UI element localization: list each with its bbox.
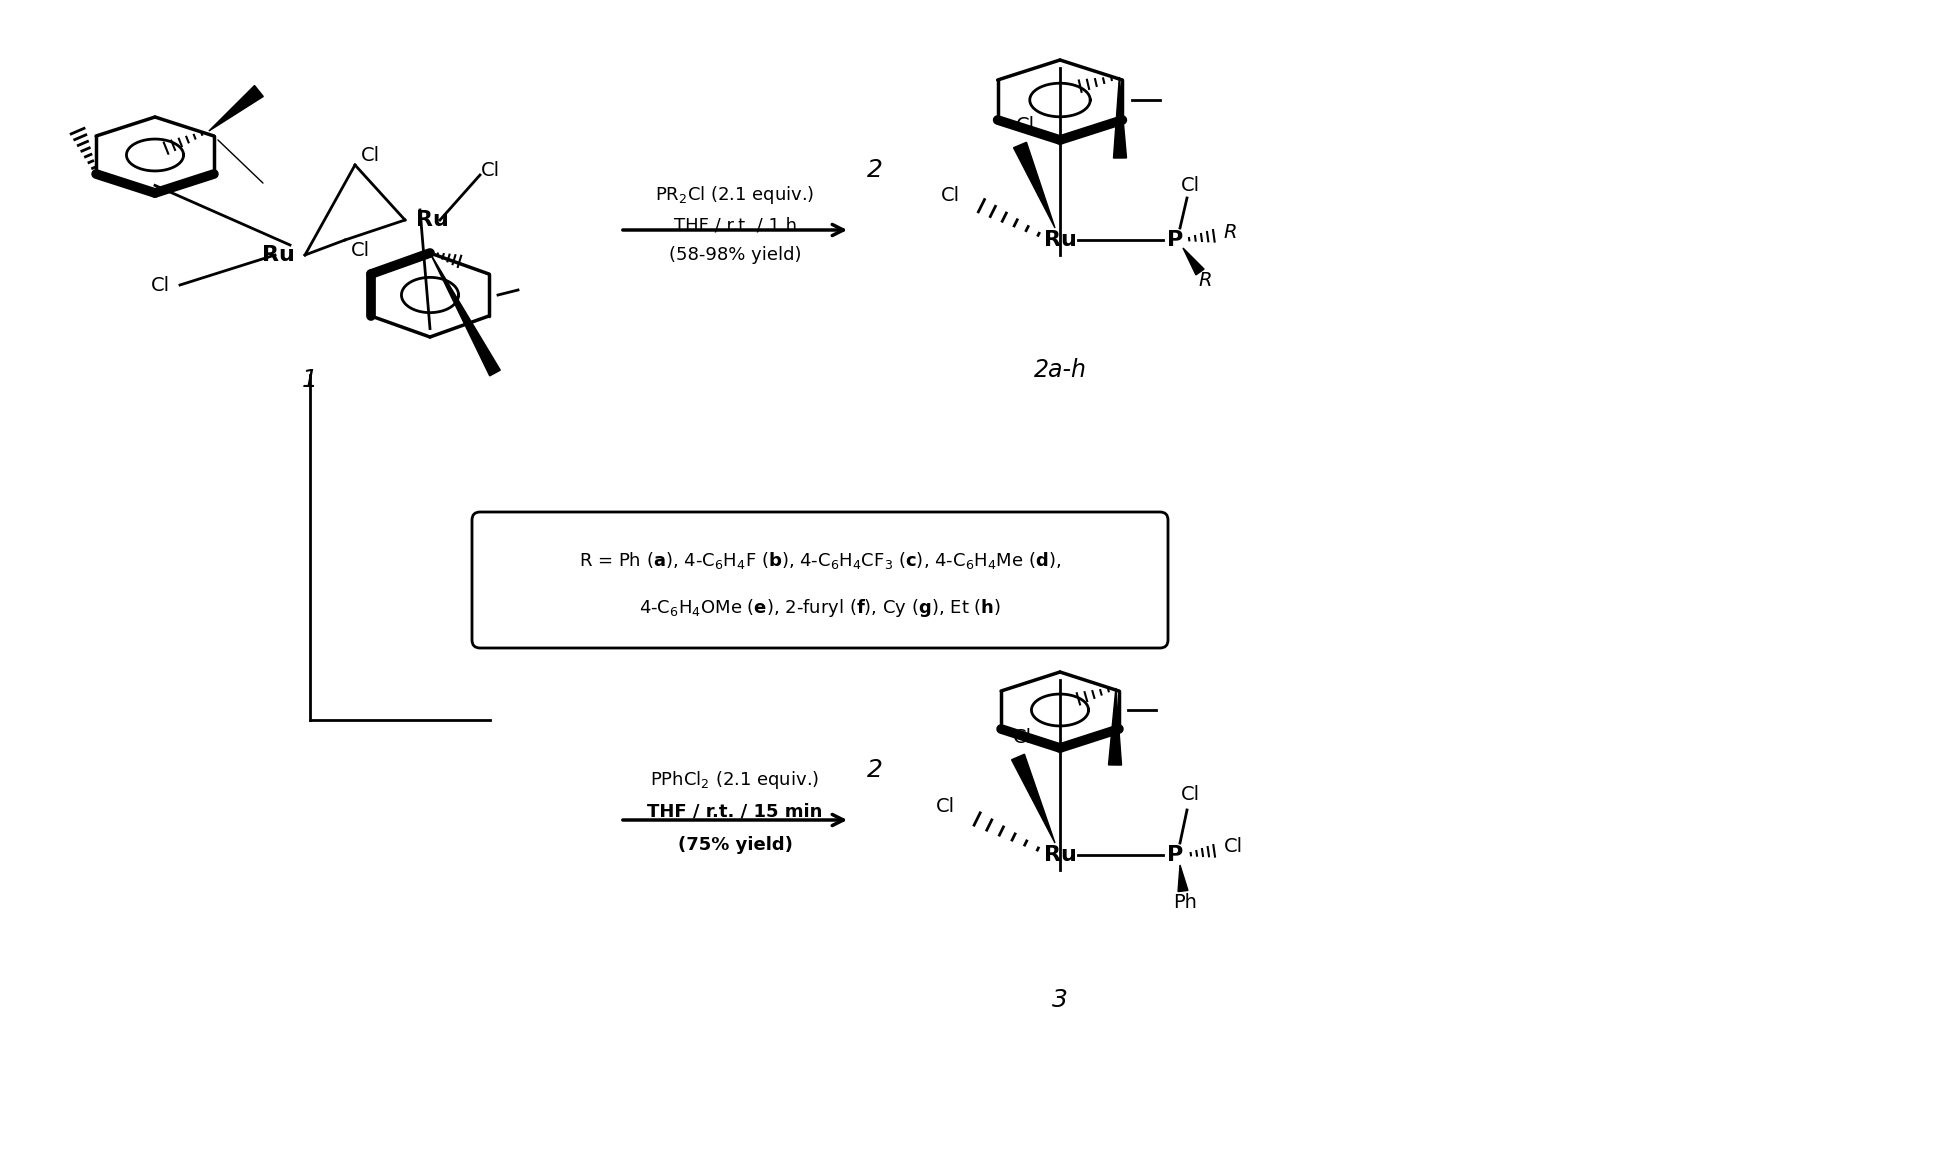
Text: Cl: Cl bbox=[1016, 115, 1033, 135]
Polygon shape bbox=[1014, 142, 1055, 228]
Text: Cl: Cl bbox=[939, 186, 959, 205]
Text: Cl: Cl bbox=[479, 160, 499, 179]
Text: Cl: Cl bbox=[1180, 176, 1200, 194]
Polygon shape bbox=[1108, 688, 1121, 765]
Text: Cl: Cl bbox=[1180, 785, 1200, 805]
Text: PR$_2$Cl (2.1 equiv.): PR$_2$Cl (2.1 equiv.) bbox=[656, 184, 814, 206]
Text: Ru: Ru bbox=[1043, 230, 1076, 250]
Text: PPhCl$_2$ (2.1 equiv.): PPhCl$_2$ (2.1 equiv.) bbox=[650, 769, 820, 791]
Text: (58-98% yield): (58-98% yield) bbox=[669, 247, 800, 264]
Text: 4-C$_6$H$_4$OMe ($\mathbf{e}$), 2-furyl ($\mathbf{f}$), Cy ($\mathbf{g}$), Et ($: 4-C$_6$H$_4$OMe ($\mathbf{e}$), 2-furyl … bbox=[638, 597, 1000, 619]
Polygon shape bbox=[1012, 755, 1055, 843]
Text: R: R bbox=[1198, 271, 1211, 290]
Text: 3: 3 bbox=[1051, 989, 1067, 1012]
Text: Ph: Ph bbox=[1172, 893, 1196, 913]
Text: R = Ph ($\mathbf{a}$), 4-C$_6$H$_4$F ($\mathbf{b}$), 4-C$_6$H$_4$CF$_3$ ($\mathb: R = Ph ($\mathbf{a}$), 4-C$_6$H$_4$F ($\… bbox=[579, 549, 1061, 571]
Text: 2: 2 bbox=[867, 158, 883, 181]
Text: R: R bbox=[1223, 222, 1237, 242]
Text: Cl: Cl bbox=[350, 241, 370, 259]
Text: 2a-h: 2a-h bbox=[1033, 358, 1086, 381]
Text: Ru: Ru bbox=[1043, 846, 1076, 865]
Polygon shape bbox=[1178, 865, 1188, 892]
Text: 2: 2 bbox=[867, 758, 883, 782]
Text: Ru: Ru bbox=[262, 245, 294, 265]
Text: Ru: Ru bbox=[415, 211, 448, 230]
Text: THF / r.t. / 1 h: THF / r.t. / 1 h bbox=[673, 216, 796, 234]
Text: THF / r.t. / 15 min: THF / r.t. / 15 min bbox=[648, 802, 822, 821]
Text: Cl: Cl bbox=[1012, 728, 1031, 747]
Text: (75% yield): (75% yield) bbox=[677, 836, 793, 854]
FancyBboxPatch shape bbox=[472, 512, 1168, 648]
Polygon shape bbox=[1114, 77, 1125, 158]
Text: 1: 1 bbox=[301, 368, 317, 392]
Text: Cl: Cl bbox=[1223, 837, 1243, 856]
Text: Cl: Cl bbox=[360, 145, 380, 164]
Polygon shape bbox=[431, 254, 501, 376]
Polygon shape bbox=[209, 86, 262, 131]
Text: P: P bbox=[1166, 846, 1182, 865]
Text: Cl: Cl bbox=[935, 798, 955, 816]
Text: P: P bbox=[1166, 230, 1182, 250]
Polygon shape bbox=[1182, 248, 1204, 274]
Text: Cl: Cl bbox=[151, 276, 170, 294]
